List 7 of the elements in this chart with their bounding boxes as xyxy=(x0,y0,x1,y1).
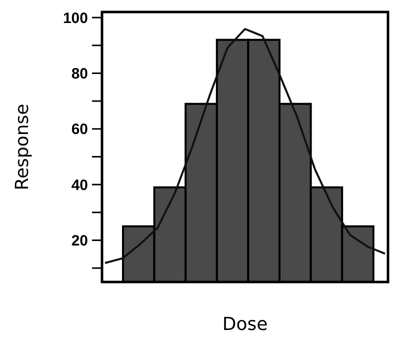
y-axis-title: Response xyxy=(12,104,33,190)
y-tick-label: 60 xyxy=(71,121,88,138)
x-axis-title: Dose xyxy=(222,314,268,335)
y-tick-label: 40 xyxy=(71,176,88,194)
y-tick-label: 100 xyxy=(62,10,88,27)
y-tick-label: 80 xyxy=(71,65,88,82)
y-tick-label: 20 xyxy=(71,232,88,250)
